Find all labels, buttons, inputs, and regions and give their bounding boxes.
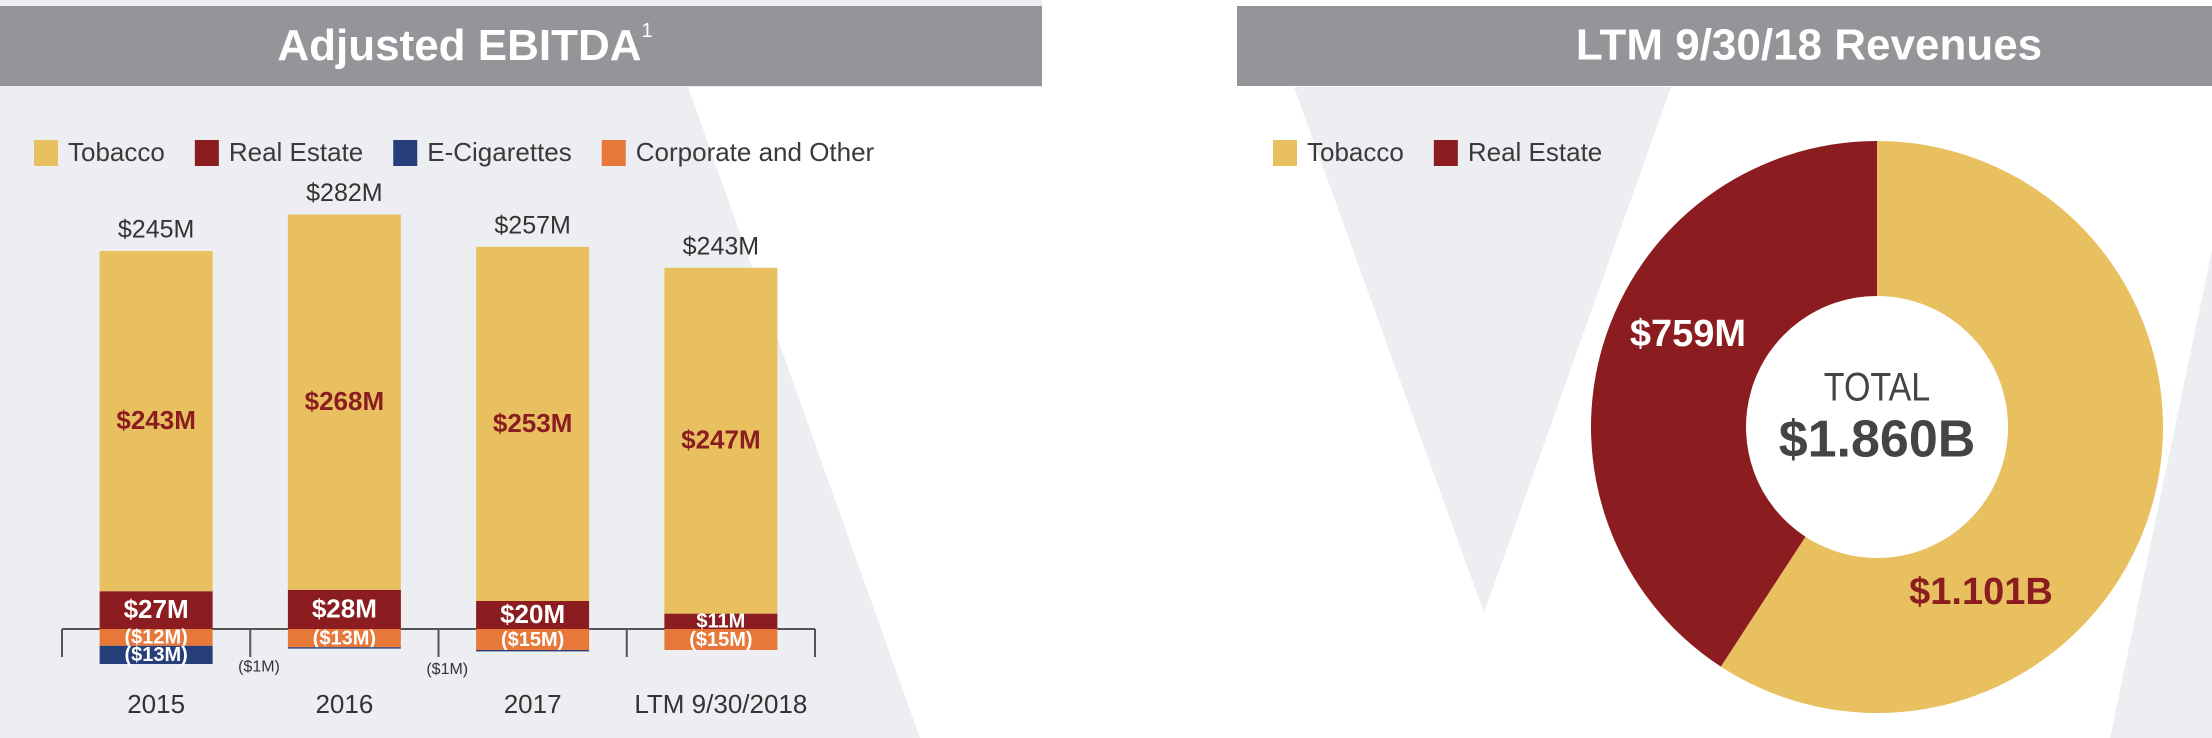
chart-title: Adjusted EBITDA1 [277,20,652,69]
panel-shape [688,87,1042,738]
value-label: $759M [1630,313,1746,355]
value-label: $11M [696,611,745,633]
value-label: ($15M) [689,629,752,651]
value-label: $253M [493,408,573,438]
bar-segment [664,613,778,629]
title-text: Adjusted EBITDA [277,21,641,70]
total-label: $257M [494,211,570,239]
bar-segment [476,650,590,652]
value-label: $268M [305,386,385,416]
x-tick-label: 2016 [315,689,373,719]
chart-title: LTM 9/30/18 Revenues [1576,21,2042,70]
total-label: $1.860B [1779,411,1976,469]
legend-label: E-Cigarettes [427,137,572,167]
value-label: ($1M) [238,658,280,675]
bar-segment [287,589,401,629]
donut-slice [1590,141,1877,667]
title-note: 1 [642,20,653,42]
value-label: ($15M) [501,629,564,651]
value-label: $243M [116,405,196,435]
bar-segment [664,629,778,650]
legend-swatch [393,140,418,166]
total-label: $282M [306,179,382,207]
x-tick-label: 2017 [504,689,562,719]
bar-segment [287,647,401,649]
legend-label: Real Estate [229,137,363,167]
bar-segment [287,214,401,590]
legend-label: Real Estate [1468,137,1602,167]
value-label: $27M [124,594,189,624]
bar-segment [476,629,590,650]
legend-swatch [601,140,626,166]
value-label: ($1M) [426,661,468,678]
header-bar [1237,6,2212,86]
legend-swatch [34,140,58,166]
bar-segment [99,629,213,646]
total-label: $243M [683,232,759,260]
value-label: ($13M) [124,644,187,666]
value-label: $20M [500,599,565,629]
x-tick-label: 2015 [127,689,185,719]
panel-shape [2110,250,2212,738]
legend-label: Corporate and Other [636,137,875,167]
x-tick-label: LTM 9/30/2018 [634,689,807,719]
legend-swatch [1433,140,1458,166]
bar-segment [99,645,213,664]
bar-segment [99,591,213,629]
donut-slice [1720,141,2163,714]
bar-segment [287,629,401,648]
total-label: $245M [118,216,194,244]
bar-segment [476,246,590,602]
legend-label: Tobacco [68,137,165,167]
bar-segment [99,251,213,592]
value-label: ($13M) [313,627,376,649]
value-label: ($12M) [124,627,187,649]
value-label: $247M [681,425,761,455]
legend-swatch [1273,140,1297,166]
bar-segment [476,601,590,629]
value-label: $28M [312,593,377,623]
panel-shape [1294,87,1671,613]
center-label: TOTAL [1824,364,1930,409]
legend-swatch [194,140,219,166]
header-bar [0,6,1042,86]
legend-label: Tobacco [1307,137,1404,167]
value-label: $1.101B [1909,571,2053,613]
bar-segment [664,267,778,614]
